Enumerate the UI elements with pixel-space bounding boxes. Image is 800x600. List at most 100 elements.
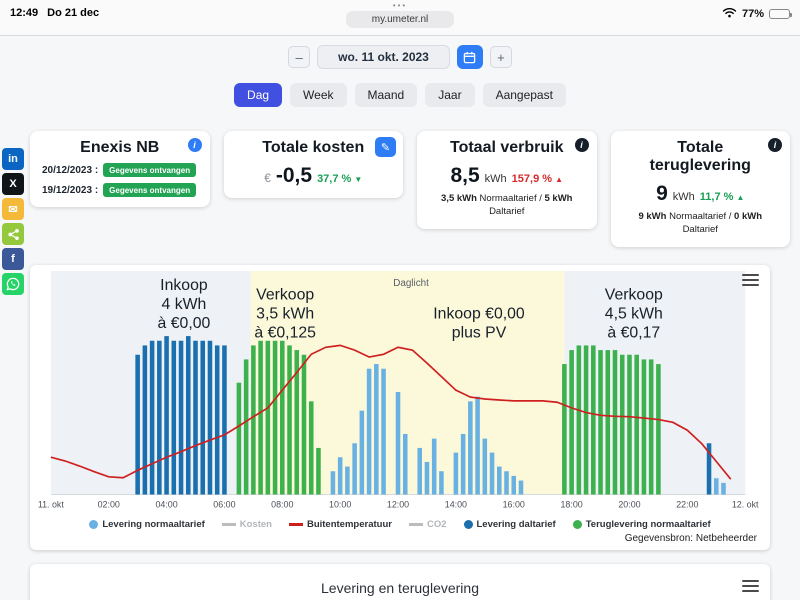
bar-dal [178,340,184,495]
bar-terug [576,345,582,495]
tariff-breakdown: 9 kWh Normaaltarief / 0 kWh Daltarief [638,211,763,235]
currency-symbol: € [264,171,271,185]
bar-normaal [713,477,719,495]
chart-menu-button[interactable] [742,273,759,289]
chart-annotation: Inkoop €0,00 plus PV [433,305,525,341]
legend-label: Levering normaaltarief [102,518,205,530]
legend-item[interactable]: Levering daltarief [463,519,556,530]
bar-dal [200,340,206,495]
address-bar[interactable]: my.umeter.nl [345,11,455,28]
email-icon[interactable]: ✉ [2,198,24,220]
period-tabs: Dag Week Maand Jaar Aangepast [0,83,800,107]
bar-terug [265,340,271,495]
x-tick-label: 14:00 [445,499,467,509]
meter-status-row: 19/12/2023 : Gegevens ontvangen [40,183,200,197]
bar-terug [251,345,256,495]
card-total-costs: Totale kosten ✎ € -0,5 37,7 % ▼ [223,131,403,198]
chart-legend: Levering normaaltarief Kosten Buitentemper… [35,519,765,530]
bar-terug [591,345,596,495]
x-twitter-icon[interactable]: X [2,173,24,195]
bar-terug [656,363,661,495]
chart-annotation: Inkoop 4 kWh à €0,00 [158,276,211,331]
bar-dal [185,335,191,495]
bar-dal [171,340,177,495]
bar-dal [193,340,198,495]
whatsapp-icon[interactable] [2,273,24,295]
tab-dag[interactable]: Dag [234,83,283,107]
calendar-button[interactable] [456,45,483,69]
x-tick-label: 02:00 [98,499,120,509]
bar-normaal [468,400,473,495]
costs-delta: 37,7 % ▼ [317,173,363,185]
legend-label: Kosten [239,518,272,530]
x-tick-label: 12. okt [732,499,759,509]
status-row-date: 20/12/2023 : [42,164,99,176]
legend-label: Buitentemperatuur [306,518,392,530]
tab-maand[interactable]: Maand [354,83,418,107]
panel-menu-button[interactable] [742,579,759,595]
bar-normaal [366,368,372,495]
bar-normaal [453,452,459,495]
tab-week[interactable]: Week [290,83,347,107]
legend-line-marker [408,523,423,526]
bar-normaal [359,410,365,495]
energy-day-chart[interactable]: 11. okt 02:00 04:00 06:00 08:00 10:00 12:00 14:… [35,270,765,516]
prev-day-button[interactable]: – [288,46,311,68]
linkedin-icon[interactable]: in [2,148,24,170]
bar-normaal [721,482,726,495]
tab-overview-dots-icon[interactable]: ••• [392,1,408,10]
legend-circle-marker [89,519,99,529]
info-icon[interactable]: i [187,138,202,152]
battery-percent: 77% [741,8,764,20]
bar-terug [648,359,654,495]
bar-normaal [482,438,488,495]
card-meter-status: Enexis NB i 20/12/2023 : Gegevens ontvan… [30,131,210,207]
bar-terug [569,349,574,495]
legend-label: Teruglevering normaaltarief [585,518,711,530]
legend-item[interactable]: CO2 [408,519,447,530]
bar-terug [236,382,242,495]
card-title: Totale kosten [262,139,365,156]
tab-jaar[interactable]: Jaar [425,83,475,107]
x-tick-label: 16:00 [503,499,525,509]
bar-normaal [475,396,480,495]
bar-terug [316,447,321,495]
bar-dal [164,335,169,495]
legend-item[interactable]: Levering normaaltarief [89,518,205,530]
bar-normaal [352,442,357,495]
bar-terug [308,400,314,495]
pencil-icon: ✎ [380,141,391,154]
bar-terug [243,359,249,495]
bar-dal [222,345,227,495]
bar-normaal [439,470,444,495]
facebook-icon[interactable]: f [2,248,24,270]
consumption-unit: kWh [484,173,507,185]
tariff-breakdown: 3,5 kWh Normaaltarief / 5 kWh Daltarief [441,193,573,217]
edit-costs-button[interactable]: ✎ [375,137,396,157]
next-day-button[interactable]: + [489,46,512,68]
legend-item[interactable]: Teruglevering normaaltarief [572,518,711,530]
bar-normaal [381,368,386,495]
feedin-delta: 11,7 % ▲ [699,191,745,203]
info-icon[interactable]: i [768,138,782,152]
calendar-icon [464,51,476,63]
total-costs-value: -0,5 [275,164,313,187]
panel-title: Levering en teruglevering [321,579,479,596]
bar-dal [149,340,155,495]
battery-icon [769,9,792,19]
legend-item[interactable]: Buitentemperatuur [288,518,392,530]
summary-cards: Enexis NB i 20/12/2023 : Gegevens ontvan… [0,131,800,247]
bar-terug [294,349,300,495]
bar-dal [706,442,712,495]
bar-terug [627,354,632,495]
legend-item[interactable]: Kosten [221,518,272,530]
arrow-down-icon: ▼ [354,175,363,184]
bar-normaal [402,433,408,495]
legend-circle-marker [463,519,473,529]
date-field[interactable]: wo. 11 okt. 2023 [317,45,450,69]
temperature-line [50,344,732,480]
tab-aangepast[interactable]: Aangepast [482,83,566,107]
meter-status-row: 20/12/2023 : Gegevens ontvangen [40,163,200,177]
share-nodes-icon[interactable] [2,223,24,245]
info-icon[interactable]: i [574,138,589,152]
